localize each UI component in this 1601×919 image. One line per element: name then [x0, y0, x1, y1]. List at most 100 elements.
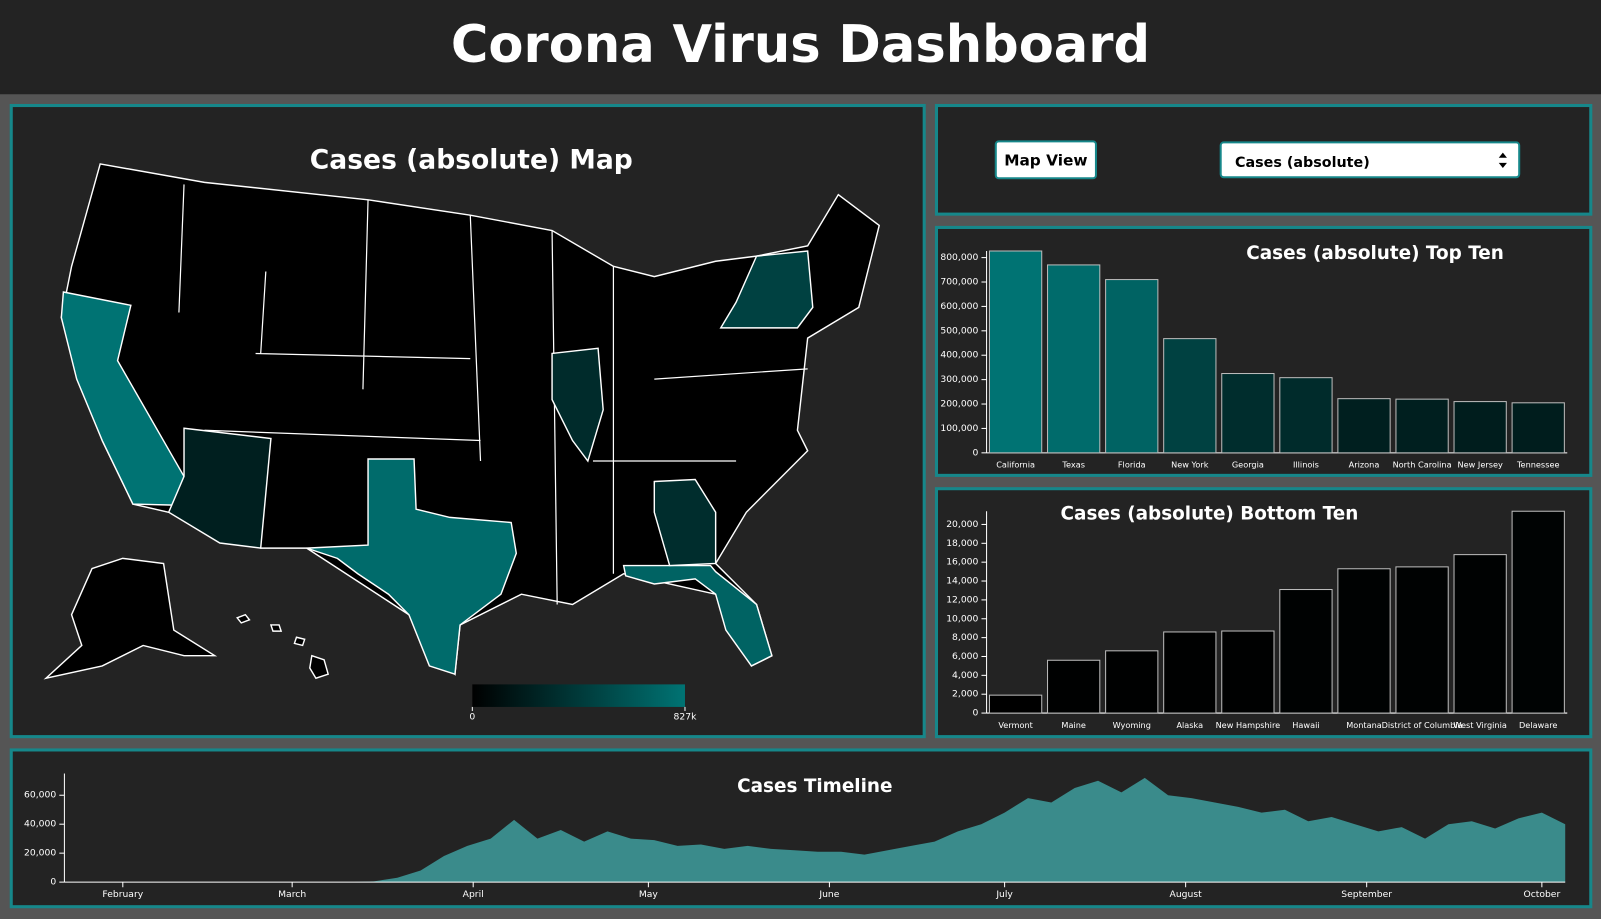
- bar: [1337, 568, 1391, 714]
- bottom-ten-chart: 0 2,000 4,000 6,000 8,000 10,000 12,000 14,000 1…: [946, 503, 1568, 730]
- colorbar-axis: 0 827k: [469, 706, 698, 723]
- bar: [1279, 377, 1333, 454]
- state-georgia: [653, 478, 717, 567]
- dashboard-title: Corona Virus Dashboard: [451, 16, 1150, 75]
- colorbar: [472, 684, 685, 707]
- bar: [988, 250, 1043, 454]
- header-bar: [0, 0, 1601, 95]
- top-ten-chart: 0 100,000 200,000 300,000 400,000 500,000 600,…: [940, 243, 1568, 470]
- colorbar-label: 0: [469, 712, 475, 723]
- y-tick-label: 60,000: [24, 790, 56, 801]
- bar: [1047, 264, 1101, 454]
- chart-title: Cases (absolute) Top Ten: [1246, 243, 1504, 264]
- y-tick-label: 20,000: [24, 848, 56, 859]
- bar: [1395, 566, 1449, 714]
- us-map: [43, 163, 881, 680]
- y-tick-label: 300,000: [940, 374, 978, 385]
- x-tick-label: District of Columbia: [1382, 720, 1463, 730]
- x-tick-label: Illinois: [1293, 460, 1319, 470]
- x-tick-label: West Virginia: [1453, 720, 1506, 730]
- x-tick-label: New Jersey: [1458, 460, 1503, 470]
- x-tick-label: New York: [1171, 460, 1209, 470]
- chart-title: Cases (absolute) Bottom Ten: [1061, 503, 1359, 524]
- state-hawaii: [236, 613, 330, 680]
- x-tick-label: Delaware: [1519, 720, 1557, 730]
- y-tick-label: 800,000: [940, 252, 978, 263]
- y-tick-label: 200,000: [940, 399, 978, 410]
- y-tick-label: 40,000: [24, 819, 56, 830]
- x-tick-label: Tennessee: [1516, 460, 1560, 470]
- bar: [1395, 398, 1449, 454]
- y-tick-label: 700,000: [940, 276, 978, 287]
- state-california: [60, 291, 185, 506]
- x-tick-label: May: [639, 889, 659, 900]
- x-tick-label: Texas: [1061, 460, 1085, 470]
- area: [70, 777, 1566, 883]
- x-tick-label: Maine: [1061, 720, 1086, 730]
- button-label[interactable]: Map View: [1004, 151, 1087, 169]
- x-tick-label: September: [1341, 889, 1392, 900]
- bar: [1221, 630, 1275, 714]
- y-tick-label: 20,000: [946, 519, 978, 530]
- y-tick-label: 14,000: [946, 576, 978, 587]
- bar: [988, 694, 1043, 714]
- x-tick-label: Alaska: [1176, 720, 1203, 730]
- bar: [1453, 554, 1507, 714]
- select-value[interactable]: Cases (absolute): [1235, 155, 1370, 171]
- y-tick-label: 8,000: [952, 632, 978, 643]
- y-tick-label: 12,000: [946, 594, 978, 605]
- state-illinois: [551, 347, 604, 463]
- bar: [1453, 401, 1507, 454]
- select-arrows: [1498, 152, 1507, 169]
- x-tick-label: Wyoming: [1113, 720, 1151, 730]
- x-tick-label: Montana: [1346, 720, 1382, 730]
- x-tick-label: New Hampshire: [1216, 720, 1281, 730]
- x-tick-label: Arizona: [1349, 460, 1380, 470]
- y-tick-label: 0: [50, 877, 56, 888]
- y-tick-label: 0: [973, 447, 979, 458]
- x-tick-label: August: [1170, 889, 1203, 900]
- x-tick-label: California: [996, 460, 1035, 470]
- bar: [1511, 510, 1565, 714]
- x-tick-label: Vermont: [998, 720, 1033, 730]
- y-tick-label: 16,000: [946, 557, 978, 568]
- y-tick-label: 400,000: [940, 350, 978, 361]
- chart-title: Cases Timeline: [737, 776, 892, 797]
- x-tick-label: October: [1523, 889, 1560, 900]
- bar: [1163, 338, 1217, 454]
- timeline-chart: 0 20,000 40,000 60,000 February March April May…: [24, 773, 1566, 900]
- x-tick-label: Georgia: [1232, 460, 1264, 470]
- x-tick-label: Florida: [1118, 460, 1146, 470]
- x-tick-label: North Carolina: [1393, 460, 1452, 470]
- bar: [1511, 402, 1565, 454]
- x-tick-label: Hawaii: [1292, 720, 1319, 730]
- state-arizona: [167, 427, 272, 549]
- bar: [1221, 373, 1275, 454]
- y-tick-label: 500,000: [940, 325, 978, 336]
- state-florida: [622, 564, 773, 667]
- state-texas: [306, 458, 518, 676]
- y-tick-label: 6,000: [952, 651, 978, 662]
- x-tick-label: April: [463, 889, 484, 900]
- y-tick-label: 600,000: [940, 301, 978, 312]
- x-tick-label: July: [995, 889, 1013, 900]
- y-tick-label: 10,000: [946, 613, 978, 624]
- y-tick-label: 18,000: [946, 538, 978, 549]
- x-tick-label: March: [278, 889, 306, 900]
- bar: [1279, 589, 1333, 714]
- state-new-york: [719, 250, 814, 329]
- state-alaska: [43, 557, 218, 680]
- x-tick-label: June: [818, 889, 839, 900]
- y-tick-label: 4,000: [952, 670, 978, 681]
- y-tick-label: 2,000: [952, 689, 978, 700]
- map-title: Cases (absolute) Map: [310, 144, 633, 175]
- y-tick-label: 100,000: [940, 423, 978, 434]
- bar: [1047, 659, 1101, 714]
- metric-select[interactable]: [1219, 141, 1521, 179]
- bar: [1163, 631, 1217, 714]
- map-view-button[interactable]: [994, 140, 1097, 180]
- bar: [1105, 650, 1159, 714]
- colorbar-label: 827k: [674, 712, 698, 723]
